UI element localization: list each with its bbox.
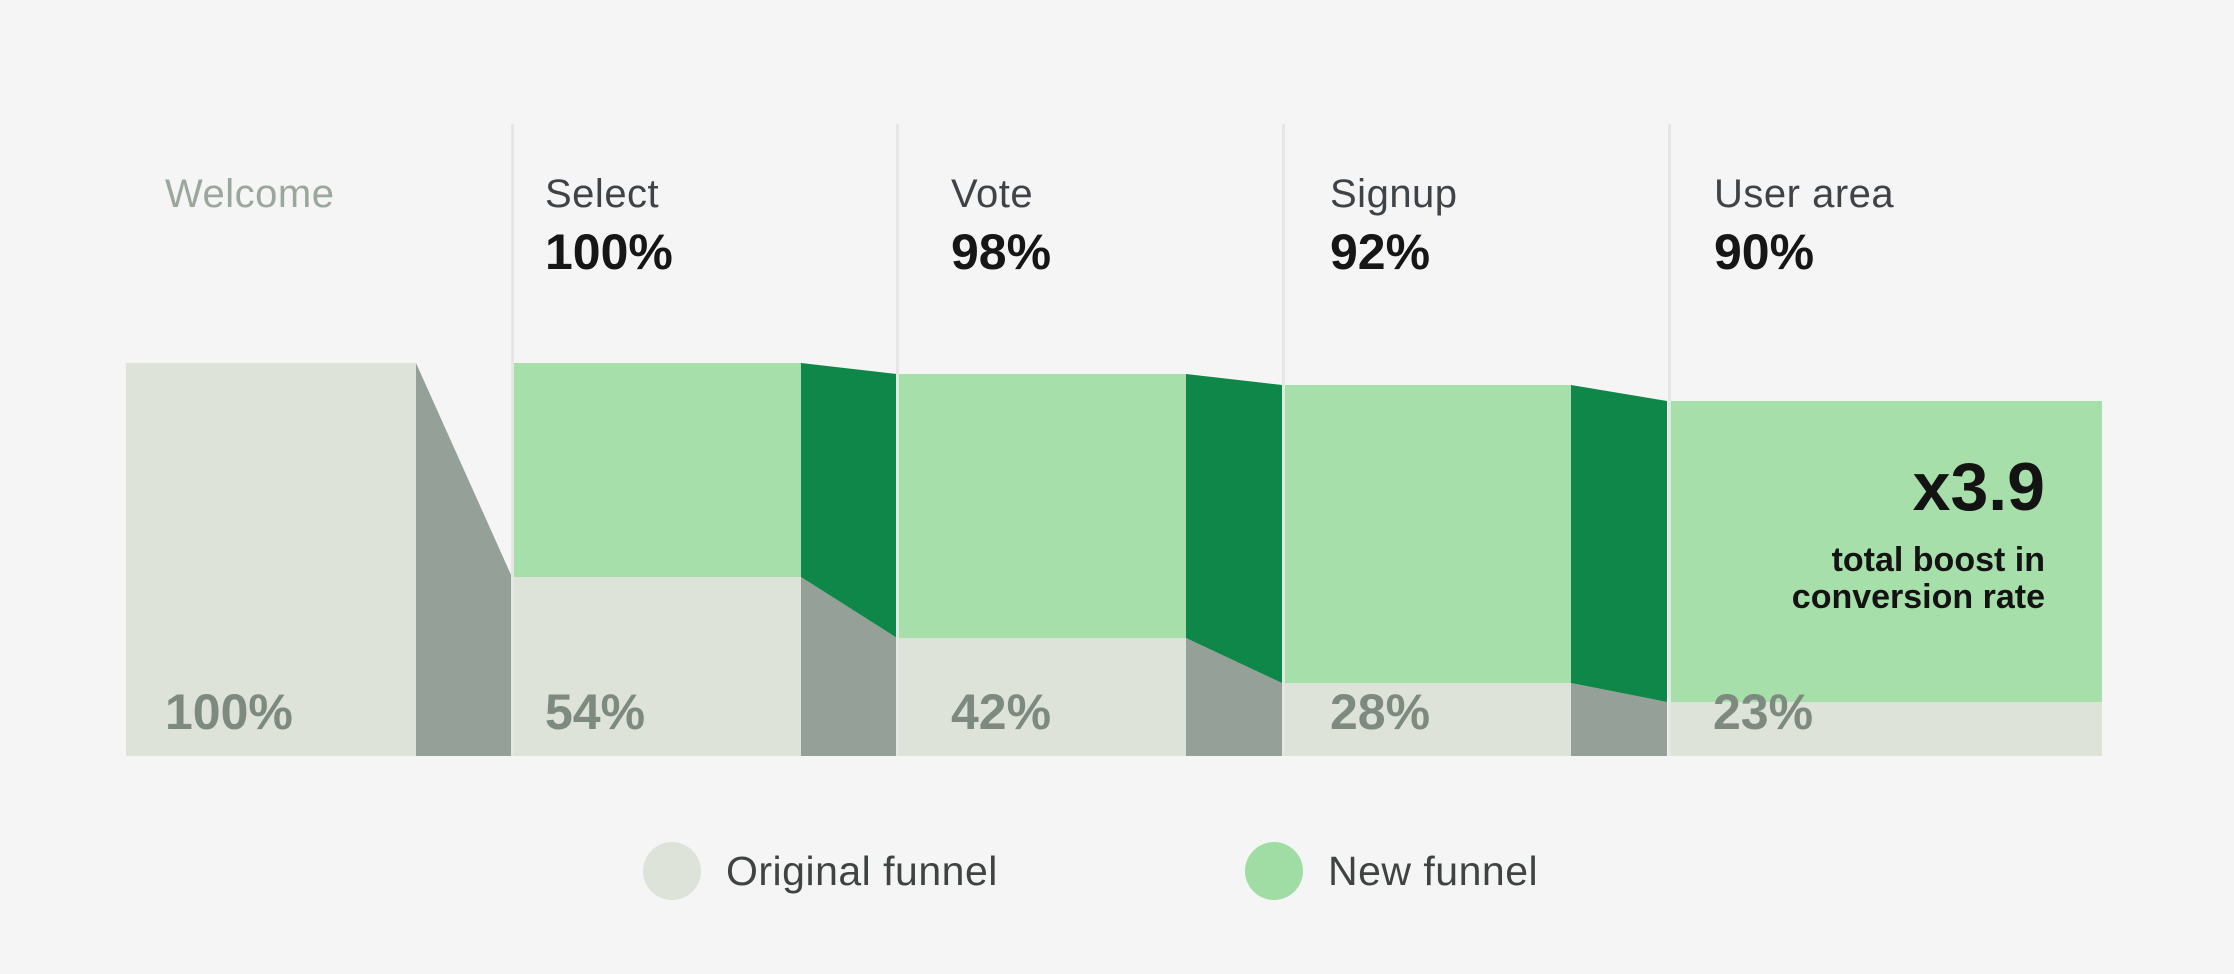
new-pct-signup: 92%: [1330, 224, 1431, 280]
stage-separator-line-1: [511, 124, 514, 756]
new-pct-user-area: 90%: [1714, 224, 1815, 280]
stage-separator-line-4: [1668, 124, 1671, 756]
original-connector-select-vote: [801, 577, 897, 756]
stage-label-select: Select: [545, 172, 660, 216]
orig-pct-vote: 42%: [951, 684, 1052, 740]
new-bar-vote: [899, 374, 1186, 638]
original-connector-vote-signup: [1186, 638, 1282, 756]
legend-item-new-funnel: New funnel: [1245, 841, 1538, 901]
stage-separator-line-3: [1282, 124, 1285, 756]
legend-label-new-funnel: New funnel: [1328, 847, 1539, 894]
original-bar-user-area: [1669, 702, 2102, 756]
new-bar-user-area: [1669, 401, 2102, 702]
new-pct-select: 100%: [545, 224, 673, 280]
stage-label-welcome: Welcome: [165, 172, 335, 216]
original-bar-vote: [899, 638, 1186, 756]
stage-label-signup: Signup: [1330, 172, 1458, 216]
orig-pct-user-area: 23%: [1713, 684, 1814, 740]
orig-pct-welcome: 100%: [165, 684, 293, 740]
new-connector-vote-signup: [1186, 374, 1282, 683]
original-bar-select: [514, 577, 801, 756]
new-connector-select-vote: [801, 363, 897, 638]
new-pct-vote: 98%: [951, 224, 1052, 280]
new-connector-signup-user-area: [1571, 385, 1667, 702]
original-bar-signup: [1284, 683, 1571, 756]
stage-label-user-area: User area: [1714, 172, 1895, 216]
boost-multiplier: x3.9: [1912, 449, 2045, 525]
new-bar-select: [514, 363, 801, 577]
orig-pct-select: 54%: [545, 684, 646, 740]
boost-caption-line2: conversion rate: [1791, 578, 2045, 616]
stage-label-vote: Vote: [951, 172, 1034, 216]
boost-caption-line1: total boost in: [1831, 541, 2045, 579]
orig-pct-signup: 28%: [1330, 684, 1431, 740]
boost-annotation: x3.9 total boost in conversion rate: [1792, 450, 2045, 616]
stage-separator-line-2: [896, 124, 899, 756]
original-connector-signup-user-area: [1571, 683, 1667, 756]
legend-item-original-funnel: Original funnel: [643, 841, 998, 901]
new-bar-signup: [1284, 385, 1571, 683]
original-connector-welcome-select: [416, 363, 512, 756]
original-funnel-swatch-icon: [643, 842, 701, 900]
legend-label-original-funnel: Original funnel: [726, 847, 998, 894]
original-bar-welcome: [126, 363, 416, 756]
new-funnel-swatch-icon: [1245, 842, 1303, 900]
